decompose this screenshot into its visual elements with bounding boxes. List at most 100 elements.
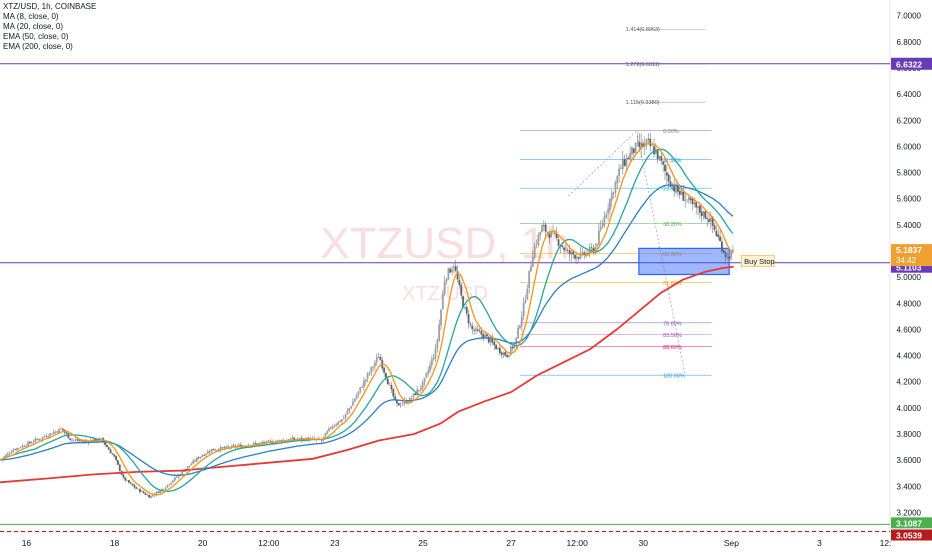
- candle-body: [522, 302, 525, 317]
- candle-body: [54, 431, 57, 433]
- candle-body: [32, 442, 35, 443]
- candle-body: [645, 139, 648, 143]
- candle-body: [27, 442, 29, 447]
- candle-body: [654, 150, 657, 154]
- price-tick-label: 4.2000: [897, 378, 922, 387]
- candle-body: [557, 239, 560, 246]
- candle-body: [342, 418, 345, 420]
- candle-body: [291, 437, 294, 440]
- candle-body: [462, 296, 464, 308]
- candle-body: [475, 328, 477, 331]
- candle-body: [491, 338, 494, 343]
- candle-body: [515, 337, 518, 344]
- candle-body: [609, 199, 611, 211]
- candle-body: [726, 255, 729, 259]
- time-tick-label: 23: [330, 538, 340, 548]
- candle-body: [599, 227, 602, 230]
- candle-body: [324, 433, 327, 438]
- candle-body: [256, 443, 259, 445]
- candle-body: [151, 495, 154, 496]
- candle-body: [414, 393, 417, 396]
- candle-body: [715, 230, 718, 236]
- candle-body: [427, 370, 430, 374]
- candle-body: [146, 494, 149, 496]
- candle-body: [399, 405, 402, 406]
- candle-body: [542, 225, 545, 226]
- candle-body: [335, 424, 338, 426]
- candle-body: [76, 439, 79, 441]
- candle-body: [680, 190, 683, 195]
- candle-body: [210, 449, 213, 453]
- candle-body: [586, 253, 589, 254]
- candle-body: [704, 211, 707, 219]
- candle-body: [436, 340, 439, 349]
- candle-body: [194, 460, 196, 462]
- candle-body: [451, 269, 453, 272]
- candle-body: [564, 249, 567, 250]
- candle-body: [183, 471, 185, 472]
- candle-body: [537, 234, 540, 246]
- candle-body: [225, 446, 228, 448]
- candle-body: [337, 421, 340, 425]
- last-price-label: 5.1837: [896, 245, 922, 255]
- candle-body: [687, 197, 690, 201]
- candle-body: [493, 341, 496, 346]
- candle-body: [497, 347, 499, 349]
- candle-body: [206, 451, 209, 454]
- candle-body: [546, 232, 549, 233]
- time-tick-label: 27: [506, 538, 516, 548]
- price-tick-label: 3.2000: [897, 508, 922, 517]
- candle-body: [289, 438, 292, 441]
- candle-body: [519, 325, 521, 329]
- candle-body: [52, 432, 55, 435]
- candle-body: [8, 453, 11, 455]
- candle-body: [625, 157, 628, 167]
- candle-body: [357, 391, 360, 395]
- candle-body: [344, 413, 347, 419]
- candle-body: [631, 147, 633, 155]
- candle-body: [572, 251, 575, 255]
- candle-body: [638, 142, 641, 148]
- candle-body: [447, 268, 450, 280]
- fib-extension-label: 1.115(6.3380): [626, 100, 660, 106]
- horizontal-line-price-bg: [891, 529, 932, 541]
- candle-body: [621, 158, 624, 170]
- candle-body: [711, 216, 714, 226]
- candle-body: [192, 460, 195, 464]
- candle-body: [109, 449, 112, 454]
- candle-body: [195, 457, 198, 462]
- candle-body: [671, 185, 674, 187]
- candle-body: [232, 445, 235, 446]
- candle-body: [553, 232, 556, 234]
- candle-body: [464, 307, 466, 309]
- candle-body: [721, 241, 723, 252]
- candle-body: [566, 249, 569, 251]
- candle-body: [636, 142, 639, 144]
- candle-body: [67, 433, 70, 439]
- candle-body: [139, 488, 141, 492]
- candle-body: [71, 439, 73, 441]
- candle-body: [397, 403, 400, 406]
- candle-body: [495, 344, 498, 350]
- candle-body: [476, 329, 479, 331]
- candle-body: [656, 149, 659, 160]
- candle-body: [598, 230, 600, 245]
- ma20-line: [0, 148, 734, 492]
- fib-extension-label: 1.272(6.6311): [626, 62, 660, 68]
- candle-body: [223, 447, 226, 449]
- candle-body: [36, 439, 39, 441]
- candle-body: [412, 393, 415, 398]
- candle-body: [118, 464, 121, 471]
- time-tick-label: 12:00: [258, 538, 280, 548]
- candle-body: [610, 193, 613, 201]
- candle-body: [708, 219, 710, 222]
- candle-body: [208, 451, 211, 453]
- time-tick-label: 25: [418, 538, 428, 548]
- candle-body: [328, 427, 330, 431]
- candle-body: [129, 482, 132, 484]
- candle-body: [379, 357, 382, 361]
- candle-body: [364, 379, 367, 382]
- candle-body: [372, 366, 375, 368]
- candle-body: [218, 449, 220, 451]
